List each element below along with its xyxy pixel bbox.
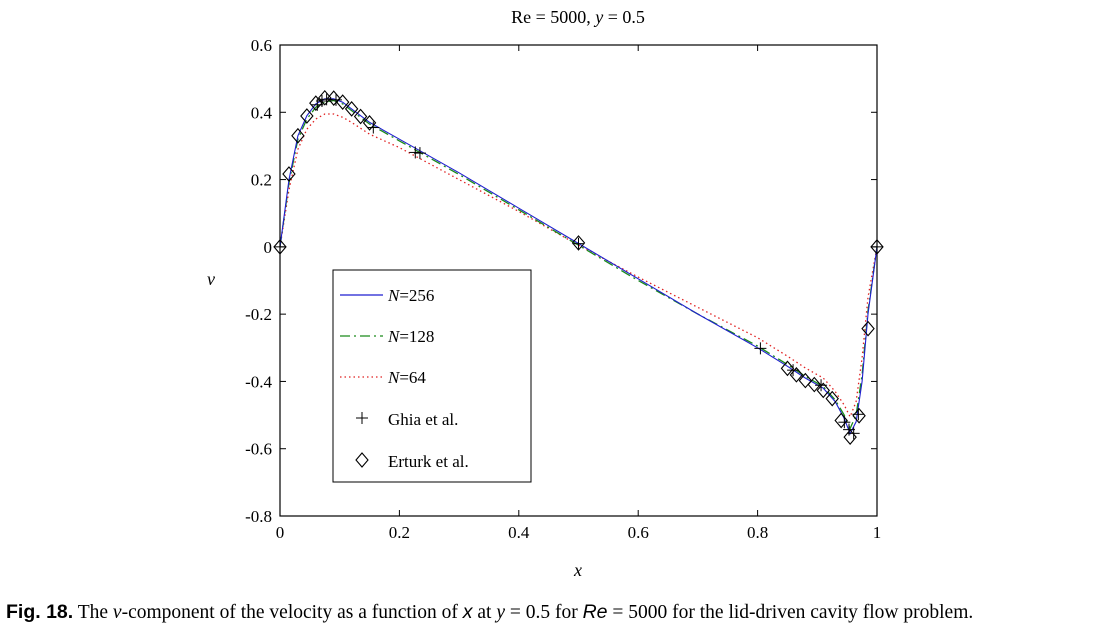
- erturk-point: [353, 108, 368, 125]
- erturk-point: [852, 407, 866, 424]
- erturk-point: [309, 95, 323, 111]
- erturk-point: [300, 108, 314, 124]
- erturk-point: [327, 90, 341, 106]
- erturk-point: [344, 101, 359, 117]
- caption-re: Re: [582, 601, 608, 623]
- erturk-point: [282, 166, 296, 182]
- erturk-point: [798, 372, 813, 389]
- caption-text-5: = 5000 for the lid-driven cavity flow pr…: [612, 602, 974, 623]
- y-tick-label: 0.6: [251, 36, 272, 55]
- erturk-point: [291, 127, 305, 144]
- erturk-point: [870, 239, 884, 255]
- chart-title-suffix: = 0.5: [608, 7, 645, 27]
- erturk-point: [807, 376, 822, 393]
- x-tick-label: 0.8: [747, 523, 768, 542]
- erturk-point: [273, 239, 287, 255]
- erturk-point: [861, 320, 875, 337]
- y-tick-label: -0.2: [245, 305, 272, 324]
- erturk-point: [318, 89, 332, 106]
- caption-text-3: at: [477, 602, 492, 623]
- erturk-point: [362, 115, 377, 131]
- erturk-point: [571, 235, 586, 251]
- chart-title-prefix: Re = 5000,: [511, 7, 591, 27]
- caption-var-x: x: [462, 601, 473, 623]
- x-axis-label: x: [573, 560, 582, 580]
- chart-title-var: y: [593, 7, 603, 27]
- series-line-n-128: [279, 99, 878, 431]
- erturk-point: [843, 429, 857, 445]
- x-tick-label: 1: [873, 523, 882, 542]
- chart: Re = 5000, y = 0.5 0 0.2 0.4 0.6 0.8 1 0.6 0.4 0…: [207, 7, 884, 580]
- plot-area: [279, 44, 878, 517]
- erturk-point: [789, 366, 804, 383]
- x-tick-label: 0.6: [628, 523, 649, 542]
- figure-caption: Fig. 18. The v-component of the velocity…: [6, 600, 1096, 625]
- series-markers-erturk-et-al-: [273, 89, 884, 445]
- caption-text-2: -component of the velocity as a function…: [121, 602, 458, 623]
- caption-text-1: The: [77, 602, 109, 623]
- erturk-point: [780, 360, 795, 377]
- erturk-point: [335, 94, 350, 110]
- legend-label: N=128: [387, 327, 434, 346]
- legend-label: Ghia et al.: [388, 410, 458, 429]
- y-tick-label: 0.2: [251, 171, 272, 190]
- legend-label: N=256: [387, 286, 434, 305]
- y-axis-label: v: [207, 269, 215, 289]
- erturk-point: [834, 412, 848, 429]
- y-tick-label: 0.4: [251, 103, 273, 122]
- x-tick-label: 0: [276, 523, 285, 542]
- legend-box: [332, 269, 532, 483]
- chart-title: Re = 5000, y = 0.5: [511, 7, 645, 27]
- legend-label: Erturk et al.: [388, 452, 469, 471]
- x-tick-label: 0.4: [508, 523, 530, 542]
- y-tick-label: 0: [264, 238, 273, 257]
- caption-var-y: y: [496, 602, 505, 623]
- caption-text-4: = 0.5 for: [509, 602, 578, 623]
- x-tick-label: 0.2: [389, 523, 410, 542]
- y-tick-label: -0.6: [245, 440, 272, 459]
- caption-label: Fig. 18.: [6, 601, 74, 623]
- caption-var-v: v: [112, 602, 122, 623]
- y-tick-label: -0.4: [245, 372, 272, 391]
- erturk-point: [355, 452, 369, 468]
- legend-label: N=64: [387, 368, 426, 387]
- y-tick-label: -0.8: [245, 507, 272, 526]
- erturk-point: [825, 390, 839, 407]
- erturk-point: [816, 382, 830, 399]
- legend: N=256 N=128 N=64 Ghia et al. Erturk et al.: [332, 269, 532, 483]
